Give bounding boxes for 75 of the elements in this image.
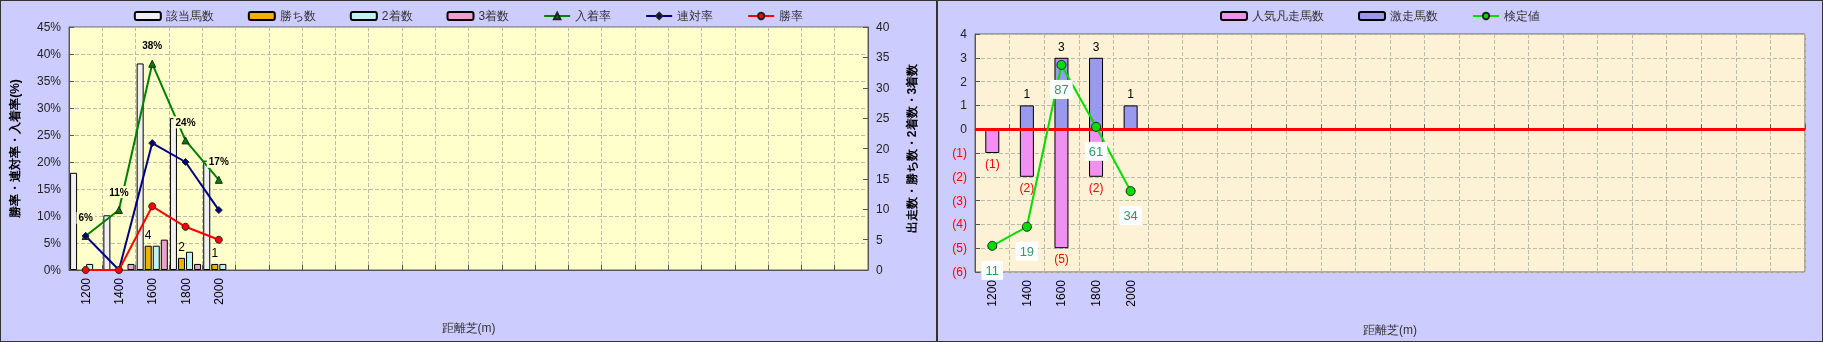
y-tick-label: 35%	[36, 74, 62, 88]
y-tick-label: 40%	[36, 47, 62, 61]
y2-axis-title: 出走数・勝ち数・2着数・3着数	[905, 62, 919, 234]
y-tick-label: 45%	[36, 20, 62, 34]
y2-tick-label: 20	[876, 141, 890, 156]
y2-tick-label: 30	[876, 80, 890, 95]
x-tick-label: 1800	[178, 277, 193, 305]
y-tick-label: 15%	[36, 182, 62, 196]
data-label: 1	[1023, 87, 1031, 102]
data-label: (2)	[1088, 180, 1104, 195]
x-tick-label: 1800	[1089, 279, 1104, 307]
y-tick-label: 30%	[36, 101, 62, 115]
y2-tick-label: 15	[876, 171, 890, 186]
data-label: 3	[1092, 39, 1100, 54]
y-tick-label: (1)	[952, 146, 967, 160]
y-tick-label: 3	[960, 50, 968, 65]
y-tick-label: 0	[960, 122, 968, 137]
y2-tick-label: 40	[876, 20, 890, 34]
x-tick-label: 1600	[1054, 279, 1069, 307]
data-label: 61	[1088, 143, 1104, 159]
y-tick-label: 4	[960, 27, 968, 41]
y2-tick-label: 0	[876, 263, 883, 277]
data-label: 24%	[175, 116, 196, 128]
legend-label: 検定値	[1504, 9, 1540, 23]
x-axis-title: 距離芝(m)	[441, 321, 496, 335]
data-label: 11%	[109, 186, 129, 198]
legend-label: 2着数	[381, 9, 413, 23]
data-label: 87	[1054, 81, 1069, 97]
y-tick-label: 25%	[36, 128, 62, 142]
y-tick-label: (4)	[952, 217, 967, 232]
legend-label: 激走馬数	[1390, 9, 1438, 23]
y2-tick-label: 5	[876, 232, 883, 247]
legend-label: 入着率	[575, 9, 612, 23]
y2-tick-label: 25	[876, 111, 890, 126]
x-tick-label: 1400	[111, 277, 126, 305]
y-tick-label: 0%	[43, 263, 62, 277]
data-label: 38%	[142, 40, 163, 52]
data-label: 6%	[78, 212, 93, 224]
y-tick-label: 10%	[36, 209, 62, 223]
data-label: 19	[1019, 243, 1035, 259]
y-tick-label: 1	[960, 98, 968, 113]
data-label: 1	[211, 245, 219, 260]
x-tick-label: 1200	[78, 277, 93, 305]
x-axis-title: 距離芝(m)	[1363, 323, 1417, 337]
legend-label: 該当馬数	[165, 9, 214, 23]
y-tick-label: 2	[960, 74, 968, 89]
data-label: 2	[178, 239, 186, 254]
data-label: (5)	[1054, 252, 1069, 267]
legend-label: 勝ち数	[279, 9, 316, 23]
y-tick-label: (3)	[952, 193, 967, 208]
legend-label: 人気凡走馬数	[1252, 9, 1324, 23]
data-label: 17%	[208, 156, 229, 168]
y2-tick-label: 35	[876, 50, 890, 65]
data-label: 3	[1058, 39, 1066, 54]
data-label: 1	[1127, 87, 1135, 102]
x-tick-label: 1400	[1019, 279, 1034, 307]
y-tick-label: (5)	[952, 241, 967, 256]
x-tick-label: 2000	[211, 277, 226, 305]
data-label: (2)	[1019, 180, 1035, 195]
legend-label: 3着数	[478, 9, 510, 23]
y-tick-label: (6)	[952, 265, 967, 279]
legend-label: 連対率	[677, 9, 714, 23]
data-label: 4	[144, 227, 152, 242]
data-label: 11	[985, 262, 1000, 278]
data-label: 34	[1123, 208, 1138, 224]
legend-label: 勝率	[779, 9, 804, 23]
x-tick-label: 2000	[1123, 279, 1138, 307]
y-tick-label: (2)	[952, 169, 967, 184]
x-tick-label: 1200	[985, 279, 1000, 307]
data-label: (1)	[984, 157, 1000, 171]
x-tick-label: 1600	[145, 277, 160, 305]
y-tick-label: 20%	[36, 155, 62, 169]
y2-tick-label: 10	[876, 202, 890, 217]
y-axis-title: 勝率・連対率・入着率(%)	[8, 79, 22, 219]
y-tick-label: 5%	[43, 236, 62, 250]
